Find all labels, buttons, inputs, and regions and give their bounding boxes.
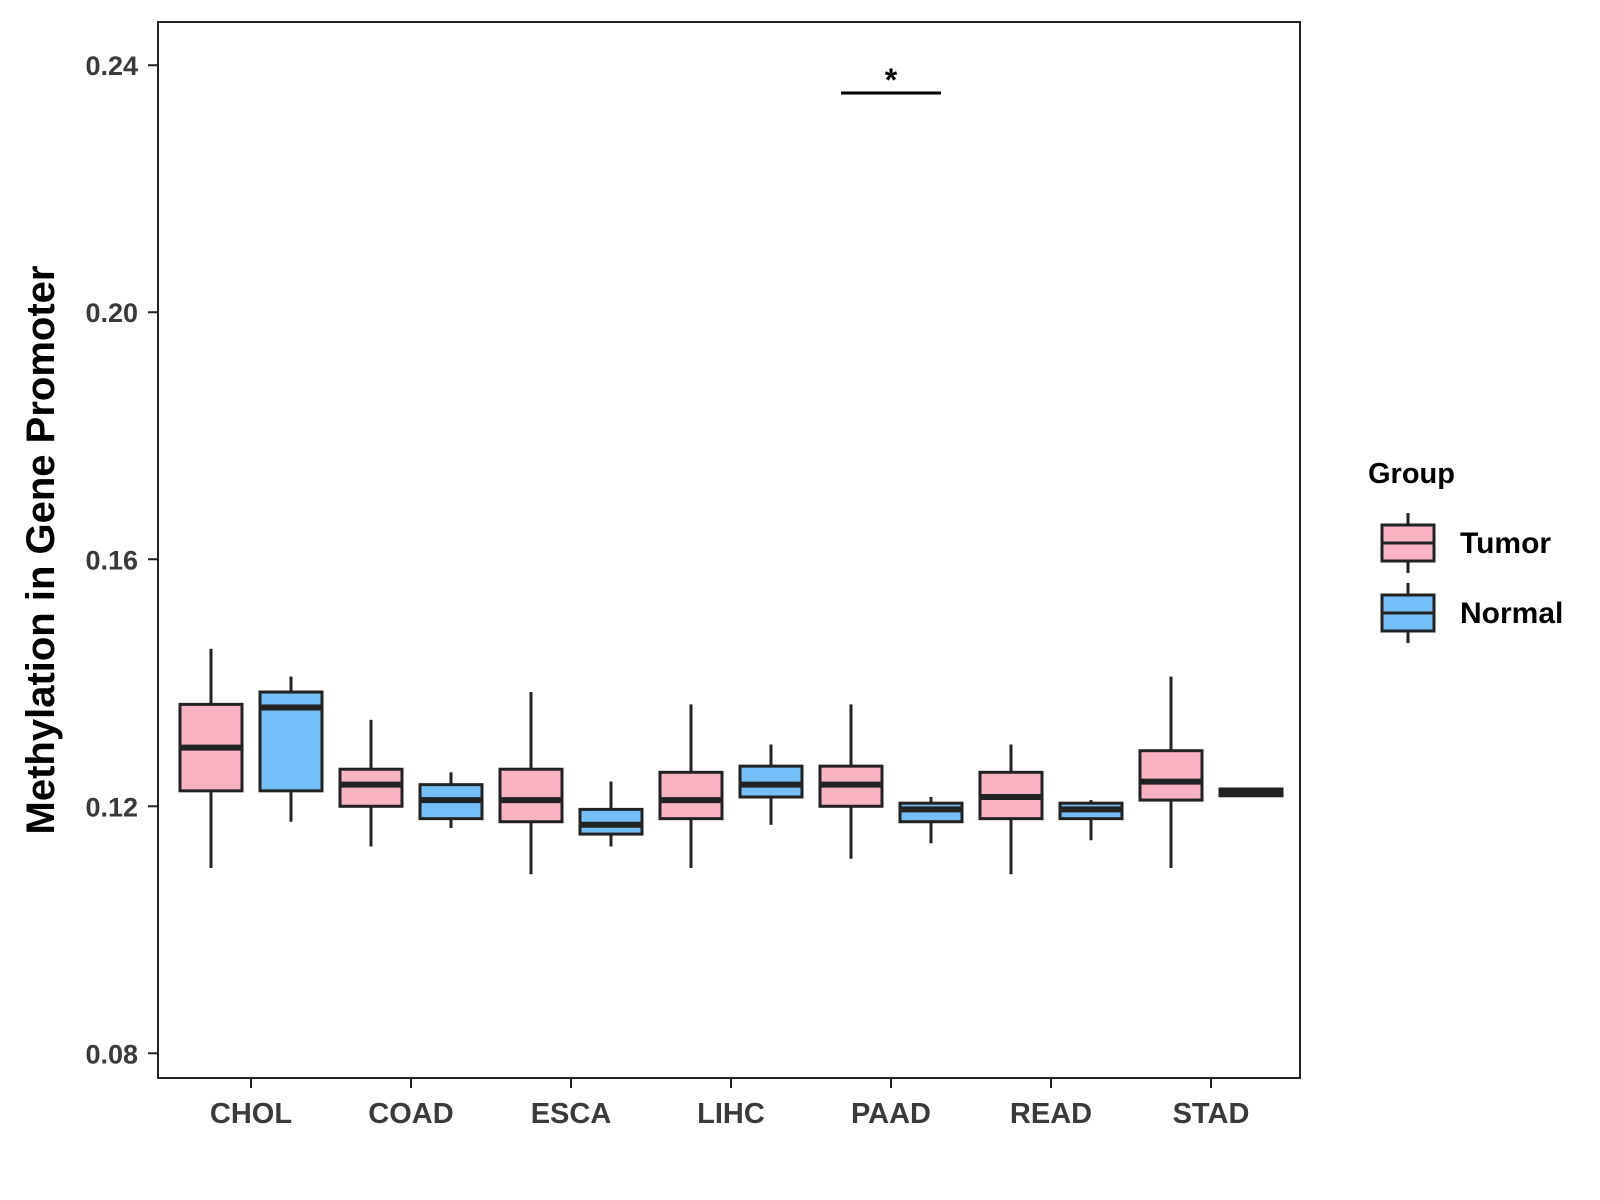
x-tick-label-esca: ESCA — [531, 1098, 612, 1130]
box-normal-coad — [418, 772, 484, 828]
box-normal-stad — [1218, 787, 1284, 798]
box-tumor-esca — [498, 692, 564, 875]
legend-label-normal: Normal — [1460, 597, 1563, 630]
significance-star: * — [885, 62, 898, 98]
box-body — [898, 801, 964, 824]
box-body — [498, 767, 564, 824]
y-tick-label: 0.20 — [85, 298, 138, 328]
box-tumor-read — [978, 744, 1044, 875]
y-tick-label: 0.08 — [85, 1039, 138, 1069]
box-normal-lihc — [738, 744, 804, 825]
legend-label-tumor: Tumor — [1460, 527, 1551, 560]
significance-annotations: * — [841, 62, 941, 98]
box-tumor-coad — [338, 719, 404, 847]
box-body — [658, 770, 724, 821]
y-tick-label: 0.24 — [85, 51, 138, 81]
box-normal-paad — [898, 797, 964, 844]
x-axis: CHOL COAD ESCA LIHC PAAD READ STAD — [210, 1078, 1249, 1130]
box-body — [578, 807, 644, 836]
legend: Group Tumor Normal — [1368, 458, 1563, 643]
box-tumor-lihc — [658, 704, 724, 869]
plot-panel — [157, 21, 1301, 1079]
y-tick-label: 0.16 — [85, 545, 138, 575]
box-normal-read — [1058, 800, 1124, 841]
box-body — [738, 764, 804, 799]
legend-item-normal: Normal — [1380, 583, 1563, 643]
box-tumor-paad — [818, 704, 884, 859]
box-series — [178, 648, 1284, 875]
x-tick-label-read: READ — [1010, 1098, 1092, 1130]
x-tick-label-stad: STAD — [1173, 1098, 1250, 1130]
y-axis-title: Methylation in Gene Promoter — [19, 266, 63, 835]
y-axis: 0.08 0.12 0.16 0.20 0.24 — [85, 51, 158, 1069]
x-tick-label-paad: PAAD — [851, 1098, 931, 1130]
legend-title: Group — [1368, 458, 1455, 490]
x-tick-label-coad: COAD — [368, 1098, 453, 1130]
box-tumor-stad — [1138, 676, 1204, 869]
box-normal-chol — [258, 676, 324, 822]
box-tumor-chol — [178, 648, 244, 869]
x-tick-label-chol: CHOL — [210, 1098, 292, 1130]
box-normal-esca — [578, 781, 644, 847]
box-body — [338, 767, 404, 808]
box-body — [1138, 749, 1204, 802]
x-tick-label-lihc: LIHC — [697, 1098, 765, 1130]
y-tick-label: 0.12 — [85, 792, 138, 822]
legend-item-tumor: Tumor — [1380, 513, 1551, 573]
